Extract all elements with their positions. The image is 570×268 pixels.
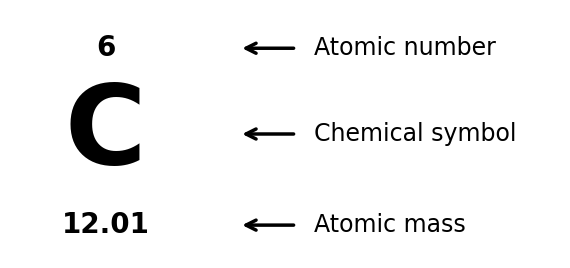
Text: Atomic mass: Atomic mass <box>314 213 465 237</box>
Text: 12.01: 12.01 <box>62 211 149 239</box>
Text: C: C <box>65 80 146 188</box>
Text: 6: 6 <box>96 34 115 62</box>
Text: Chemical symbol: Chemical symbol <box>314 122 516 146</box>
Text: Atomic number: Atomic number <box>314 36 495 60</box>
